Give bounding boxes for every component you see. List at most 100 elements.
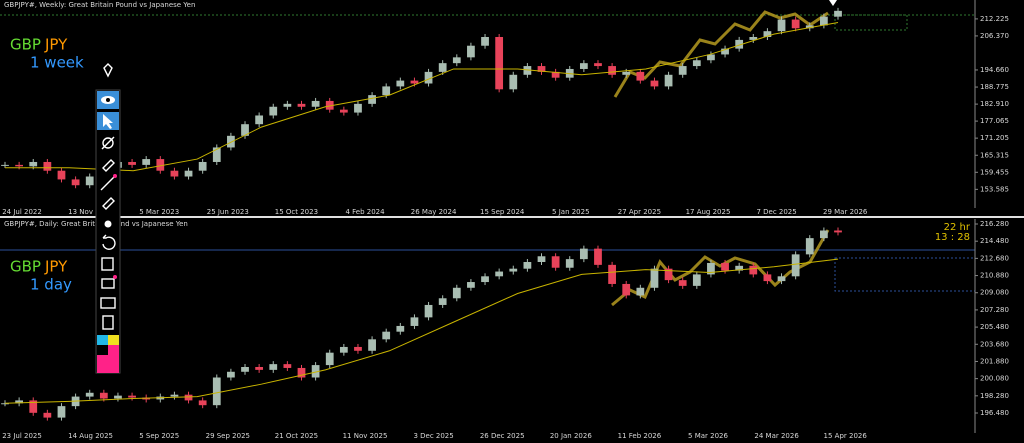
candle (241, 367, 249, 372)
moving-average (5, 21, 839, 172)
candle (481, 36, 489, 46)
candle (495, 271, 504, 277)
candle (57, 170, 66, 180)
candle (354, 103, 362, 113)
candle (805, 238, 814, 255)
dot-button[interactable] (104, 220, 112, 228)
candle (29, 161, 38, 167)
screenshot-button[interactable] (100, 297, 116, 309)
candle (297, 103, 306, 107)
candle (325, 100, 334, 110)
highlighter-button[interactable] (102, 197, 115, 210)
y-tick-label: 153.585 (980, 185, 1009, 193)
candle (565, 259, 574, 268)
y-tick-label: 210.880 (980, 272, 1009, 280)
candle (297, 367, 306, 378)
candle (579, 248, 588, 260)
candle (99, 392, 108, 399)
candle (396, 325, 405, 332)
x-tick-label: 23 Jul 2025 (2, 432, 42, 440)
candle (198, 400, 207, 406)
symbol-base: GBP (10, 258, 41, 276)
candle (85, 176, 94, 186)
candle (269, 364, 278, 370)
candle (650, 268, 659, 288)
undo-button[interactable] (102, 234, 116, 250)
y-tick-label: 203.680 (980, 340, 1009, 348)
candle (156, 159, 165, 171)
candle (481, 276, 489, 283)
y-tick-label: 194.660 (980, 66, 1009, 74)
clipboard-button[interactable] (102, 315, 114, 330)
candle (622, 283, 631, 296)
x-tick-label: 29 Mar 2026 (823, 208, 868, 216)
x-tick-label: 24 Mar 2026 (754, 432, 799, 440)
color-swatch[interactable] (108, 345, 119, 355)
candle (283, 364, 292, 368)
candle (396, 80, 405, 87)
color-swatch[interactable] (97, 345, 108, 355)
y-tick-label: 177.065 (980, 117, 1009, 125)
color-swatch[interactable] (108, 335, 119, 345)
candle (354, 346, 362, 351)
candle (198, 161, 207, 171)
candle (452, 287, 461, 299)
x-tick-label: 14 Aug 2025 (68, 432, 113, 440)
candle (170, 170, 179, 177)
erase-all-button[interactable] (102, 137, 114, 149)
candle (805, 25, 814, 29)
color-swatch[interactable] (97, 335, 108, 345)
candle (452, 57, 461, 64)
candle (382, 86, 391, 96)
candle (128, 161, 136, 165)
candle (777, 276, 786, 282)
y-tick-label: 205.480 (980, 323, 1009, 331)
candle (43, 161, 52, 171)
candle (85, 392, 94, 397)
y-tick-label: 214.480 (980, 237, 1009, 245)
timer-hours: 22 hr (944, 222, 971, 233)
moving-average (4, 258, 839, 404)
candle (170, 394, 179, 397)
candle (608, 66, 616, 75)
x-tick-label: 13 Nov 2022 (68, 208, 113, 216)
wave-drawing (611, 229, 830, 307)
candle (721, 48, 729, 55)
candle (819, 16, 828, 26)
x-tick-label: 20 Jan 2026 (550, 432, 593, 440)
x-tick-label: 5 Mar 2026 (688, 432, 728, 440)
pen-icon[interactable] (103, 63, 113, 78)
y-tick-label: 159.455 (980, 168, 1009, 176)
candle (57, 406, 66, 418)
toolbar-frame (95, 89, 121, 374)
line-button[interactable] (100, 175, 116, 191)
candle (551, 71, 560, 78)
x-tick-label: 3 Dec 2025 (413, 432, 453, 440)
candle (339, 109, 348, 113)
color-swatch[interactable] (97, 355, 119, 373)
candle (495, 36, 504, 90)
eraser-button[interactable] (102, 159, 115, 172)
candle (114, 395, 122, 399)
candle (1, 164, 9, 166)
candle (692, 274, 701, 286)
candle (128, 395, 136, 398)
candle (537, 256, 546, 262)
candle (184, 394, 193, 401)
candle (678, 66, 687, 75)
x-tick-label: 26 May 2024 (411, 208, 457, 216)
x-tick-label: 27 Apr 2025 (618, 208, 661, 216)
wave-drawing (613, 10, 829, 98)
candle (424, 304, 433, 318)
candle (707, 54, 715, 61)
candle (15, 400, 24, 404)
template-button[interactable] (101, 278, 115, 289)
candle (142, 159, 151, 165)
candle (410, 80, 419, 84)
candle (678, 280, 687, 286)
candle (707, 262, 715, 275)
delete-button[interactable] (101, 257, 114, 271)
candle (551, 256, 560, 268)
y-tick-label: 212.225 (980, 15, 1009, 23)
